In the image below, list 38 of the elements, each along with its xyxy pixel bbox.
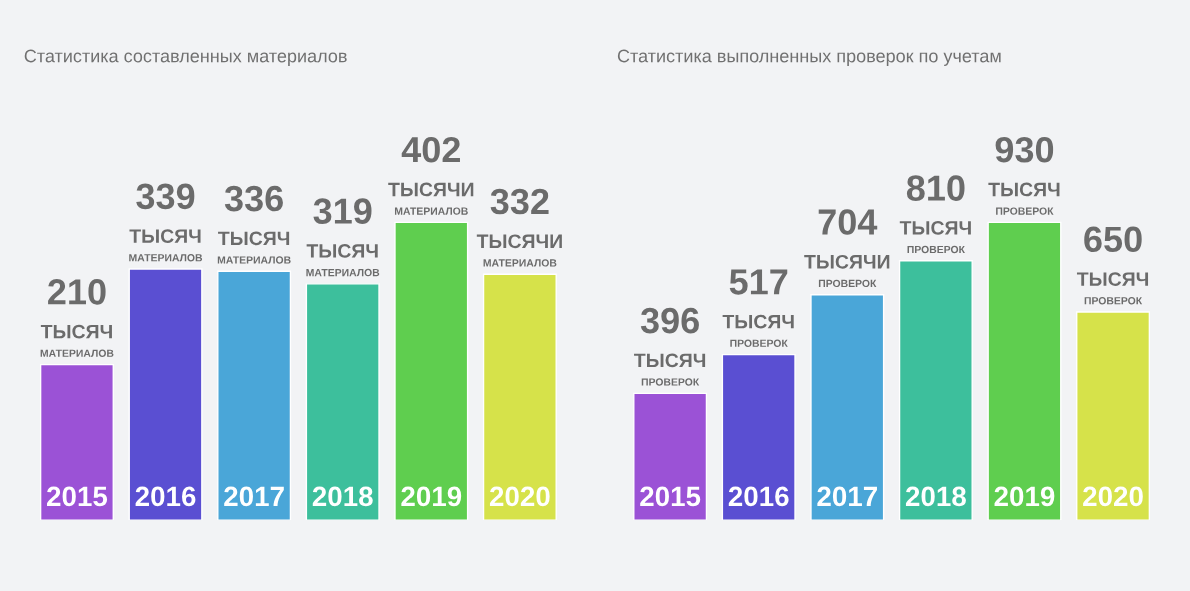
x-tick-label: 2015 [47, 486, 108, 507]
data-label: 396 ТЫСЯЧ ПРОВЕРОК [634, 307, 706, 386]
x-tick-label: 2019 [401, 486, 462, 507]
data-label: 210 ТЫСЯЧ МАТЕРИАЛОВ [40, 279, 114, 357]
bar [482, 273, 557, 521]
chart-title: Статистика выполненных проверок по учетам [617, 49, 1001, 66]
bar [39, 363, 114, 521]
bar [394, 221, 469, 521]
bar [1076, 311, 1151, 521]
chart-title: Статистика составленных материалов [24, 49, 347, 66]
bar [810, 294, 885, 521]
x-tick-label: 2018 [905, 486, 966, 507]
bar [305, 283, 380, 521]
x-tick-label: 2016 [728, 486, 789, 507]
data-label: 402 ТЫСЯЧИ МАТЕРИАЛОВ [388, 136, 474, 215]
data-label: 650 ТЫСЯЧ ПРОВЕРОК [1076, 226, 1149, 305]
data-label: 332 ТЫСЯЧИ МАТЕРИАЛОВ [476, 188, 562, 267]
data-label: 339 ТЫСЯЧ МАТЕРИАЛОВ [129, 183, 203, 262]
x-tick-label: 2020 [1083, 486, 1143, 507]
data-label: 930 ТЫСЯЧ ПРОВЕРОК [988, 136, 1060, 215]
x-tick-label: 2017 [817, 486, 877, 507]
data-label: 704 ТЫСЯЧИ ПРОВЕРОК [804, 209, 890, 288]
data-label: 336 ТЫСЯЧ МАТЕРИАЛОВ [217, 185, 291, 264]
bar [633, 392, 708, 521]
bar [217, 270, 292, 521]
x-tick-label: 2016 [135, 486, 196, 507]
x-tick-label: 2015 [640, 486, 701, 507]
bar [128, 268, 203, 521]
bar [987, 221, 1062, 521]
data-label: 319 ТЫСЯЧ МАТЕРИАЛОВ [306, 198, 380, 277]
bar [721, 353, 796, 521]
data-label: 810 ТЫСЯЧ ПРОВЕРОК [899, 175, 971, 254]
bar [898, 260, 973, 521]
x-tick-label: 2020 [489, 486, 550, 507]
x-tick-label: 2017 [224, 486, 284, 507]
data-label: 517 ТЫСЯЧ ПРОВЕРОК [722, 269, 794, 347]
x-tick-label: 2018 [312, 486, 373, 507]
x-tick-label: 2019 [994, 486, 1055, 507]
